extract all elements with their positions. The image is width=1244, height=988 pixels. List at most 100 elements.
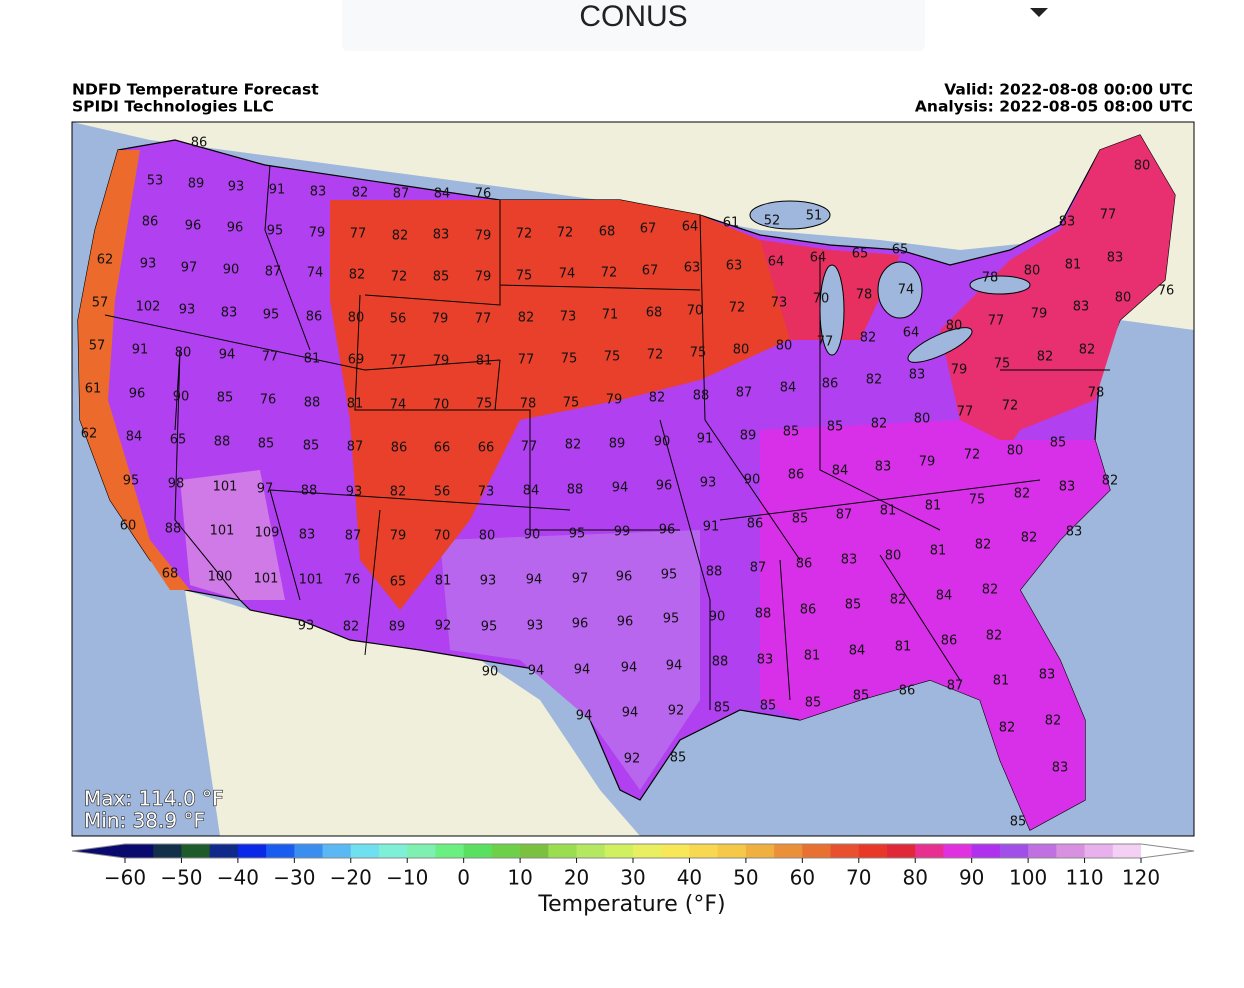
colorbar-segment — [435, 844, 465, 858]
colorbar-tick-label: 60 — [790, 866, 815, 890]
station-temperature: 101 — [299, 573, 324, 588]
colorbar-segment — [633, 844, 662, 858]
station-temperature: 79 — [390, 529, 407, 544]
southeast — [760, 420, 1110, 830]
station-temperature: 85 — [258, 437, 275, 452]
station-temperature: 82 — [390, 485, 407, 500]
station-temperature: 83 — [1073, 300, 1090, 315]
station-temperature: 85 — [845, 598, 862, 613]
station-temperature: 86 — [796, 557, 813, 572]
station-temperature: 102 — [136, 300, 161, 315]
station-temperature: 86 — [306, 310, 323, 325]
colorbar-segment — [1084, 844, 1114, 858]
station-temperature: 88 — [304, 396, 321, 411]
colorbar-segment — [548, 844, 578, 858]
station-temperature: 85 — [670, 751, 687, 766]
station-temperature: 79 — [432, 312, 449, 327]
station-temperature: 96 — [129, 387, 146, 402]
station-temperature: 93 — [346, 485, 363, 500]
station-temperature: 82 — [975, 538, 992, 553]
station-temperature: 69 — [348, 353, 365, 368]
station-temperature: 82 — [1014, 487, 1031, 502]
lake-huron — [877, 261, 923, 319]
station-temperature: 88 — [301, 484, 318, 499]
station-temperature: 83 — [1059, 215, 1076, 230]
station-temperature: 82 — [1021, 531, 1038, 546]
colorbar-tick-label: −50 — [160, 866, 202, 890]
station-temperature: 70 — [433, 398, 450, 413]
station-temperature: 89 — [609, 437, 626, 452]
station-temperature: 81 — [1065, 258, 1082, 273]
station-temperature: 82 — [1037, 350, 1054, 365]
station-temperature: 79 — [433, 354, 450, 369]
colorbar-tick-label: 40 — [677, 866, 702, 890]
station-temperature: 75 — [563, 396, 580, 411]
station-temperature: 94 — [576, 709, 593, 724]
station-temperature: 75 — [969, 493, 986, 508]
colorbar-tick-label: −40 — [217, 866, 259, 890]
station-temperature: 90 — [654, 435, 671, 450]
station-temperature: 65 — [892, 243, 909, 258]
station-temperature: 96 — [616, 570, 633, 585]
station-temperature: 72 — [516, 227, 533, 242]
station-temperature: 83 — [1052, 761, 1069, 776]
station-temperature: 81 — [895, 640, 912, 655]
colorbar-segment — [717, 844, 747, 858]
station-temperature: 63 — [684, 261, 701, 276]
station-temperature: 61 — [723, 216, 740, 231]
station-temperature: 77 — [390, 354, 407, 369]
station-temperature: 101 — [210, 524, 235, 539]
station-temperature: 81 — [993, 674, 1010, 689]
station-temperature: 76 — [475, 187, 492, 202]
colorbar-segment — [237, 844, 267, 858]
station-temperature: 94 — [219, 348, 236, 363]
colorbar-tick-label: 120 — [1122, 866, 1160, 890]
station-temperature: 87 — [947, 679, 964, 694]
colorbar-tick-label: 70 — [846, 866, 871, 890]
station-temperature: 81 — [304, 352, 321, 367]
station-temperature: 90 — [173, 390, 190, 405]
station-temperature: 73 — [478, 485, 495, 500]
station-temperature: 90 — [744, 473, 761, 488]
station-temperature: 57 — [92, 296, 109, 311]
station-temperature: 88 — [693, 389, 710, 404]
colorbar-segment — [463, 844, 493, 858]
station-temperature: 94 — [528, 664, 545, 679]
station-temperature: 86 — [899, 684, 916, 699]
colorbar-segment — [1028, 844, 1057, 858]
colorbar-tick-label: 100 — [1009, 866, 1047, 890]
station-temperature: 82 — [1102, 474, 1119, 489]
station-temperature: 80 — [348, 311, 365, 326]
station-temperature: 95 — [663, 612, 680, 627]
station-temperature: 75 — [604, 350, 621, 365]
station-temperature: 72 — [601, 266, 618, 281]
state-borders — [104, 164, 1110, 710]
station-temperature: 74 — [390, 398, 407, 413]
station-temperature: 82 — [392, 229, 409, 244]
station-temperature: 82 — [866, 373, 883, 388]
lake-ontario — [969, 275, 1031, 295]
station-temperature: 97 — [181, 261, 198, 276]
station-temperature: 74 — [559, 267, 576, 282]
station-temperature: 77 — [957, 405, 974, 420]
station-temperature: 86 — [191, 136, 208, 151]
station-temperature: 82 — [343, 620, 360, 635]
station-temperature: 72 — [557, 226, 574, 241]
cool-plains — [330, 200, 830, 610]
dropdown-label: CONUS — [579, 0, 688, 33]
station-temperature: 82 — [518, 311, 535, 326]
analysis-time: Analysis: 2022-08-05 08:00 UTC — [915, 98, 1193, 116]
station-temperature: 94 — [612, 481, 629, 496]
station-temperature: 85 — [792, 512, 809, 527]
station-temperature: 95 — [263, 308, 280, 323]
station-temperature: 81 — [880, 504, 897, 519]
station-temperature: 83 — [1066, 525, 1083, 540]
station-temperature: 96 — [227, 221, 244, 236]
colorbar-segment — [491, 844, 521, 858]
region-dropdown[interactable]: CONUS — [342, 0, 1048, 51]
station-temperature: 94 — [621, 661, 638, 676]
station-temperature: 76 — [1158, 284, 1175, 299]
station-temperature: 75 — [561, 352, 578, 367]
station-temperature: 72 — [729, 301, 746, 316]
station-temperature: 80 — [914, 412, 931, 427]
